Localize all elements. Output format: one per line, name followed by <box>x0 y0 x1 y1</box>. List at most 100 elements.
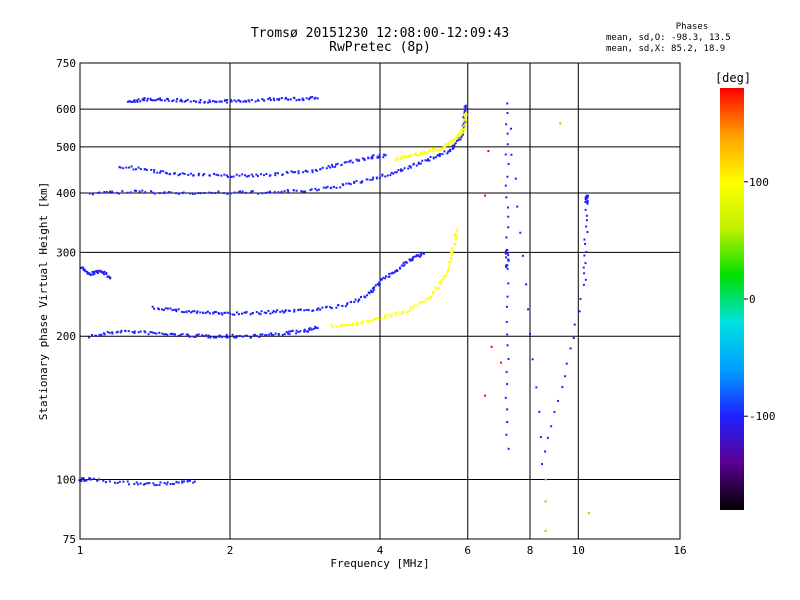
data-point <box>285 330 288 333</box>
data-point <box>303 328 306 331</box>
data-point <box>586 231 589 234</box>
data-point <box>136 100 139 103</box>
data-point <box>133 483 136 486</box>
data-point <box>316 327 319 330</box>
data-point <box>587 194 590 197</box>
data-point <box>167 99 170 102</box>
data-point <box>235 100 238 103</box>
data-point <box>153 192 156 195</box>
grid <box>80 63 680 539</box>
data-point <box>202 174 205 177</box>
data-point <box>95 270 98 273</box>
data-point <box>150 168 153 171</box>
data-point <box>273 191 276 194</box>
data-point <box>463 113 466 116</box>
data-point <box>451 144 454 147</box>
data-point <box>316 97 319 100</box>
data-point <box>505 123 508 126</box>
data-point <box>360 181 363 184</box>
data-point <box>507 254 510 257</box>
data-point <box>458 135 461 138</box>
data-point <box>281 173 284 176</box>
data-point <box>431 147 434 150</box>
data-point <box>279 310 282 313</box>
data-point <box>453 242 456 245</box>
data-point <box>504 153 507 156</box>
data-point <box>446 271 449 274</box>
data-point <box>126 480 129 483</box>
data-point <box>432 291 435 294</box>
data-point <box>255 310 258 313</box>
data-point <box>80 477 83 480</box>
data-point <box>314 168 317 171</box>
data-point <box>403 167 406 170</box>
data-point <box>357 323 360 326</box>
x-tick-label: 1 <box>77 544 84 557</box>
data-point <box>500 361 503 364</box>
data-point <box>262 99 265 102</box>
data-point <box>516 205 519 208</box>
data-point <box>178 173 181 176</box>
data-point <box>330 323 333 326</box>
data-point <box>159 481 162 484</box>
data-point <box>411 306 414 309</box>
data-point <box>427 158 430 161</box>
data-point <box>504 264 507 267</box>
data-point <box>181 100 184 103</box>
data-point <box>137 98 140 101</box>
data-point <box>98 333 101 336</box>
data-point <box>369 319 372 322</box>
data-point <box>365 319 368 322</box>
data-point <box>378 281 381 284</box>
data-point <box>371 157 374 160</box>
data-point <box>247 99 250 102</box>
data-point <box>270 332 273 335</box>
data-point <box>445 143 448 146</box>
data-point <box>91 271 94 274</box>
data-point <box>269 312 272 315</box>
data-point <box>93 270 96 273</box>
data-point <box>330 186 333 189</box>
data-point <box>586 200 589 203</box>
data-point <box>288 333 291 336</box>
data-point <box>451 250 454 253</box>
data-point <box>354 298 357 301</box>
data-point <box>448 267 451 270</box>
y-tick-label: 100 <box>56 474 76 487</box>
data-point <box>415 154 418 157</box>
data-point <box>153 169 156 172</box>
data-point <box>449 251 452 254</box>
y-tick-label: 600 <box>56 103 76 116</box>
data-point <box>334 165 337 168</box>
data-point <box>370 291 373 294</box>
data-point <box>272 334 275 337</box>
data-point <box>208 191 211 194</box>
data-point <box>394 312 397 315</box>
data-point <box>116 191 119 194</box>
data-point <box>429 149 432 152</box>
data-point <box>180 310 183 313</box>
data-point <box>408 309 411 312</box>
data-point <box>331 165 334 168</box>
data-point <box>319 308 322 311</box>
data-point <box>183 480 186 483</box>
data-point <box>310 328 313 331</box>
data-point <box>297 331 300 334</box>
data-point <box>127 330 130 333</box>
data-point <box>371 155 374 158</box>
data-point <box>151 331 154 334</box>
data-point <box>236 311 239 314</box>
data-point <box>384 277 387 280</box>
data-point <box>355 180 358 183</box>
x-tick-label: 16 <box>673 544 686 557</box>
data-point <box>185 310 188 313</box>
data-point <box>259 173 262 176</box>
data-point <box>301 97 304 100</box>
data-point <box>263 334 266 337</box>
data-point <box>130 165 133 168</box>
data-point <box>197 192 200 195</box>
data-point <box>297 172 300 175</box>
data-point <box>204 334 207 337</box>
data-point <box>307 309 310 312</box>
data-point <box>191 310 194 313</box>
